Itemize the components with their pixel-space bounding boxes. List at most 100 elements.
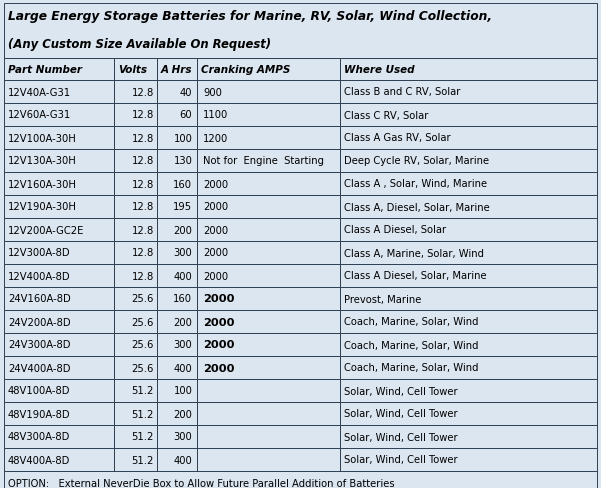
Bar	[157, 127, 197, 150]
Text: Class A, Diesel, Solar, Marine: Class A, Diesel, Solar, Marine	[344, 202, 489, 212]
Text: 12.8: 12.8	[132, 179, 154, 189]
Text: Where Used: Where Used	[344, 65, 414, 75]
Text: 300: 300	[174, 248, 192, 258]
Bar	[4, 150, 114, 173]
Text: 48V400A-8D: 48V400A-8D	[8, 454, 70, 465]
Bar	[4, 310, 114, 333]
Text: 2000: 2000	[203, 317, 235, 327]
Text: 1100: 1100	[203, 110, 228, 120]
Text: 60: 60	[180, 110, 192, 120]
Bar	[157, 242, 197, 264]
Bar	[157, 425, 197, 448]
Bar	[197, 59, 340, 81]
Text: 300: 300	[174, 340, 192, 350]
Bar	[114, 59, 157, 81]
Text: 51.2: 51.2	[132, 408, 154, 419]
Bar	[197, 264, 340, 287]
Bar	[197, 196, 340, 219]
Text: 2000: 2000	[203, 294, 235, 304]
Bar	[157, 379, 197, 402]
Bar	[114, 264, 157, 287]
Bar	[114, 150, 157, 173]
Bar	[157, 402, 197, 425]
Bar	[157, 448, 197, 471]
Bar	[340, 127, 597, 150]
Text: 12.8: 12.8	[132, 202, 154, 212]
Text: 130: 130	[174, 156, 192, 166]
Text: 51.2: 51.2	[132, 386, 154, 396]
Text: 51.2: 51.2	[132, 454, 154, 465]
Bar	[4, 81, 114, 104]
Bar	[197, 379, 340, 402]
Text: Class C RV, Solar: Class C RV, Solar	[344, 110, 428, 120]
Bar	[4, 127, 114, 150]
Text: 200: 200	[174, 317, 192, 327]
Text: Part Number: Part Number	[8, 65, 82, 75]
Text: 160: 160	[173, 294, 192, 304]
Text: Coach, Marine, Solar, Wind: Coach, Marine, Solar, Wind	[344, 317, 478, 327]
Bar	[157, 219, 197, 242]
Bar	[4, 333, 114, 356]
Text: 900: 900	[203, 87, 222, 97]
Bar	[157, 173, 197, 196]
Bar	[340, 310, 597, 333]
Text: 25.6: 25.6	[132, 294, 154, 304]
Text: 48V300A-8D: 48V300A-8D	[8, 431, 70, 442]
Bar	[197, 173, 340, 196]
Bar	[157, 264, 197, 287]
Bar	[114, 196, 157, 219]
Text: A Hrs: A Hrs	[161, 65, 192, 75]
Text: 2000: 2000	[203, 248, 228, 258]
Bar	[157, 59, 197, 81]
Bar	[114, 379, 157, 402]
Bar	[4, 242, 114, 264]
Bar	[4, 425, 114, 448]
Text: 24V160A-8D: 24V160A-8D	[8, 294, 71, 304]
Bar	[4, 104, 114, 127]
Bar	[197, 287, 340, 310]
Text: 2000: 2000	[203, 340, 235, 350]
Text: 12.8: 12.8	[132, 271, 154, 281]
Text: 100: 100	[174, 386, 192, 396]
Text: 12.8: 12.8	[132, 156, 154, 166]
Bar	[4, 59, 114, 81]
Bar	[340, 356, 597, 379]
Text: 40: 40	[180, 87, 192, 97]
Bar	[197, 333, 340, 356]
Text: 1200: 1200	[203, 133, 228, 143]
Text: Coach, Marine, Solar, Wind: Coach, Marine, Solar, Wind	[344, 340, 478, 350]
Text: Cranking AMPS: Cranking AMPS	[201, 65, 291, 75]
Bar	[114, 402, 157, 425]
Text: 2000: 2000	[203, 202, 228, 212]
Bar	[340, 402, 597, 425]
Text: 2000: 2000	[203, 363, 235, 373]
Bar	[114, 127, 157, 150]
Text: 195: 195	[173, 202, 192, 212]
Bar	[157, 333, 197, 356]
Bar	[197, 150, 340, 173]
Bar	[340, 219, 597, 242]
Bar	[114, 425, 157, 448]
Text: 12.8: 12.8	[132, 133, 154, 143]
Text: 12V400A-8D: 12V400A-8D	[8, 271, 71, 281]
Text: 24V400A-8D: 24V400A-8D	[8, 363, 70, 373]
Text: 51.2: 51.2	[132, 431, 154, 442]
Text: 12V160A-30H: 12V160A-30H	[8, 179, 77, 189]
Text: (Any Custom Size Available On Request): (Any Custom Size Available On Request)	[8, 38, 271, 51]
Bar	[4, 287, 114, 310]
Text: 2000: 2000	[203, 179, 228, 189]
Bar	[114, 333, 157, 356]
Bar	[197, 425, 340, 448]
Bar	[197, 448, 340, 471]
Bar	[4, 379, 114, 402]
Text: Large Energy Storage Batteries for Marine, RV, Solar, Wind Collection,: Large Energy Storage Batteries for Marin…	[8, 10, 492, 23]
Text: 24V300A-8D: 24V300A-8D	[8, 340, 70, 350]
Bar	[4, 448, 114, 471]
Bar	[4, 356, 114, 379]
Bar	[157, 310, 197, 333]
Text: 12V60A-G31: 12V60A-G31	[8, 110, 72, 120]
Bar	[197, 242, 340, 264]
Bar	[340, 425, 597, 448]
Bar	[197, 104, 340, 127]
Bar	[197, 310, 340, 333]
